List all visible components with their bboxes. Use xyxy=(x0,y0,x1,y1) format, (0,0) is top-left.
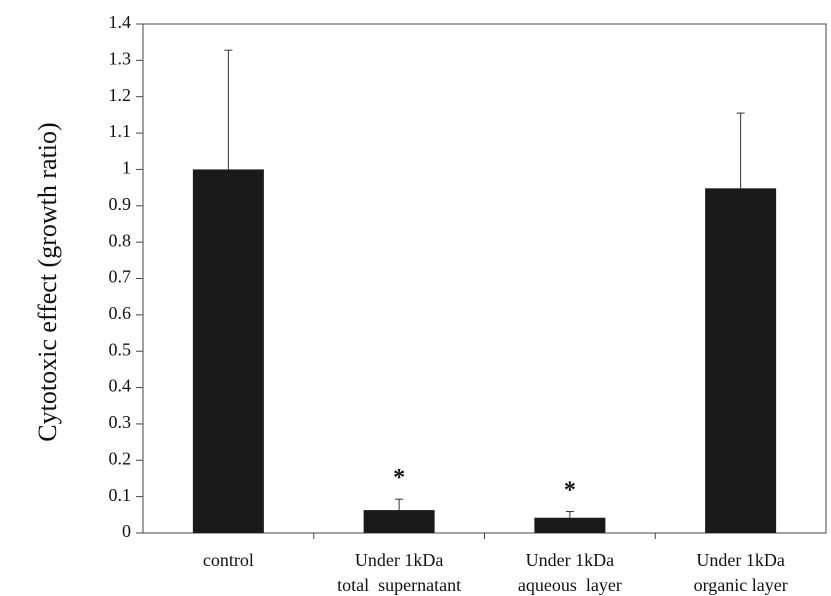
y-tick-label: 0.7 xyxy=(109,267,132,287)
y-tick-label: 0.4 xyxy=(109,376,132,396)
y-tick-label: 0.3 xyxy=(109,412,132,432)
plot-area: 0 0.1 0.2 0.3 0.4 0.5 0.6 0.7 0.8 0.9 1 1.1 1.2 1.3 1.… xyxy=(109,12,827,595)
x-category-label: organic layer xyxy=(694,575,788,595)
y-tick-label: 1 xyxy=(122,158,131,178)
y-tick-label: 0.5 xyxy=(109,339,132,359)
y-tick-label: 1.4 xyxy=(109,12,132,32)
y-tick-label: 1.3 xyxy=(109,48,132,68)
significance-marker: * xyxy=(393,465,405,491)
y-tick-label: 0.9 xyxy=(109,194,132,214)
bar xyxy=(705,188,777,533)
y-tick-label: 1.1 xyxy=(109,121,132,141)
y-tick-label: 0.1 xyxy=(109,485,132,505)
x-category-label: control xyxy=(203,550,254,570)
bar xyxy=(363,510,435,533)
y-tick-label: 0 xyxy=(122,521,131,541)
y-tick-label: 0.2 xyxy=(109,448,132,468)
bar xyxy=(534,517,606,533)
x-category-label: Under 1kDa xyxy=(355,550,443,570)
significance-marker: * xyxy=(564,478,576,504)
x-category-label: Under 1kDa xyxy=(526,550,614,570)
x-category-label: aqueous layer xyxy=(518,575,622,595)
bar xyxy=(192,169,264,533)
x-category-label: total supernatant xyxy=(337,575,461,595)
y-tick-label: 1.2 xyxy=(109,85,132,105)
y-tick-label: 0.8 xyxy=(109,230,132,250)
y-axis-title: Cytotoxic effect (growth ratio) xyxy=(33,122,62,441)
x-category-label: Under 1kDa xyxy=(696,550,784,570)
y-tick-label: 0.6 xyxy=(109,303,132,323)
